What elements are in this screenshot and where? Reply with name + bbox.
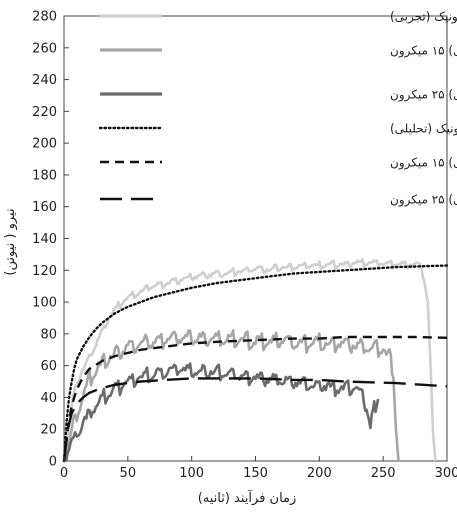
y-tick-label: 260 (32, 41, 57, 56)
plot-border (63, 15, 448, 462)
x-axis-title: زمان فرآیند (ثانیه) (198, 489, 297, 506)
legend-label-2: با آلتراسونیک (تجربی) ۱۵ میکرون (390, 43, 457, 59)
y-tick-label: 80 (40, 327, 57, 342)
y-tick-label: 20 (40, 423, 57, 438)
series-line-2 (64, 329, 400, 463)
x-tick-label: 200 (307, 466, 332, 481)
legend-label-3: با آلتراسونیک (تجربی) ۲۵ میکرون (390, 87, 457, 103)
y-tick-label: 200 (32, 137, 57, 152)
x-tick-label: 50 (120, 466, 137, 481)
legend-label-6: با آلتراسونیک (تحلیلی) ۲۵ میکرون (390, 192, 457, 208)
legend-label-4: بدون آلتراسونیک (تحلیلی) (390, 121, 457, 137)
x-tick-label: 250 (371, 466, 396, 481)
legend-label-5: با آلتراسونیک (تحلیلی) ۱۵ میکرون (390, 155, 457, 171)
y-tick-label: 280 (32, 10, 57, 25)
axes-layer: 0 50 100 150 200 250 300 0 20 40 60 80 100 120 140 160 1… (32, 10, 457, 482)
x-tick-label: 150 (243, 466, 268, 481)
y-tick-label: 220 (32, 105, 57, 120)
y-tick-label: 180 (32, 168, 57, 183)
y-tick-label: 60 (40, 359, 57, 374)
series-line-1 (62, 258, 437, 462)
series-layer (62, 258, 449, 463)
y-tick-label: 40 (40, 391, 57, 406)
series-line-5 (62, 335, 448, 462)
series-line-3 (62, 362, 380, 462)
y-tick-label: 120 (32, 264, 57, 279)
series-line-4 (62, 264, 449, 463)
legend: بدون آلتراسونیک (تجربی) با آلتراسونیک (تج… (98, 9, 457, 208)
y-tick-label: 100 (32, 296, 57, 311)
x-tick-label: 0 (60, 466, 68, 481)
series-line-6 (62, 377, 448, 462)
y-axis-title: نیرو ( نیوتن) (3, 208, 18, 275)
plot-frame (63, 15, 448, 462)
y-tick-label: 0 (49, 455, 57, 470)
x-tick-label: 100 (179, 466, 204, 481)
y-tick-label: 140 (32, 232, 57, 247)
legend-label-1: بدون آلتراسونیک (تجربی) (390, 9, 457, 25)
y-tick-label: 160 (32, 200, 57, 215)
x-tick-label: 300 (435, 466, 457, 481)
y-tick-label: 240 (32, 73, 57, 88)
